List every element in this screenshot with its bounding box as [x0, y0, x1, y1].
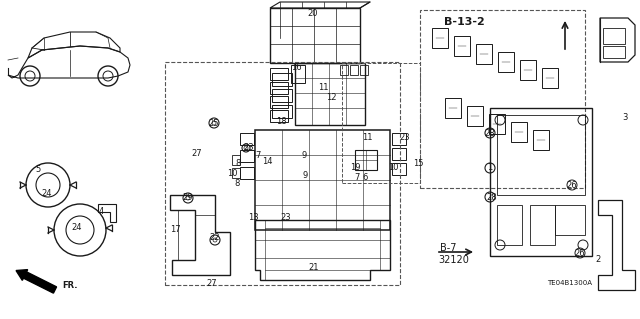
Bar	[498, 52, 514, 72]
Bar	[240, 150, 254, 162]
Text: 15: 15	[413, 159, 423, 167]
Bar	[420, 10, 585, 188]
Text: 19: 19	[349, 164, 360, 173]
Text: 28: 28	[486, 192, 497, 202]
Bar	[272, 89, 292, 102]
Text: 23: 23	[244, 144, 254, 152]
Text: 23: 23	[400, 133, 410, 143]
Text: 9: 9	[302, 172, 308, 181]
Text: B-7: B-7	[440, 243, 456, 253]
Text: 1: 1	[488, 164, 493, 173]
Bar	[360, 65, 368, 75]
Text: 25: 25	[209, 118, 220, 128]
Bar	[270, 8, 360, 63]
Text: 27: 27	[192, 149, 202, 158]
Bar	[520, 60, 536, 80]
Bar	[255, 130, 390, 230]
Bar	[497, 115, 585, 195]
Text: 5: 5	[35, 166, 40, 174]
Bar	[392, 133, 406, 145]
Text: 6: 6	[362, 174, 368, 182]
Bar	[511, 122, 527, 142]
Text: 26: 26	[566, 181, 577, 189]
Text: 11: 11	[362, 132, 372, 142]
Bar	[240, 167, 254, 179]
Text: TE04B1300A: TE04B1300A	[547, 280, 592, 286]
Bar	[445, 98, 461, 118]
Text: 12: 12	[326, 93, 336, 101]
Bar	[555, 205, 585, 235]
Text: 11: 11	[317, 83, 328, 92]
Text: 10: 10	[227, 168, 237, 177]
Bar	[165, 62, 400, 285]
Bar	[603, 46, 625, 58]
Bar	[467, 106, 483, 126]
Text: 24: 24	[42, 189, 52, 197]
Text: 18: 18	[276, 117, 286, 127]
Text: 20: 20	[308, 9, 318, 18]
Text: FR.: FR.	[62, 281, 77, 291]
Bar	[295, 63, 365, 125]
Text: 23: 23	[281, 213, 291, 222]
Bar	[454, 36, 470, 56]
Bar	[272, 73, 292, 86]
Text: 7: 7	[255, 151, 260, 160]
Text: 27: 27	[207, 278, 218, 287]
Bar	[232, 168, 240, 178]
Bar	[270, 110, 288, 122]
Bar	[533, 130, 549, 150]
Bar	[542, 68, 558, 88]
Bar	[270, 96, 288, 108]
Bar	[530, 205, 555, 245]
Bar	[432, 28, 448, 48]
Bar	[240, 133, 254, 145]
Bar	[342, 63, 420, 183]
Text: 2: 2	[595, 256, 600, 264]
Text: 4: 4	[99, 207, 104, 217]
Bar	[350, 65, 358, 75]
Text: 13: 13	[248, 213, 259, 222]
FancyArrow shape	[16, 270, 56, 293]
Bar	[392, 148, 406, 160]
Text: 9: 9	[301, 151, 307, 160]
Bar	[603, 28, 625, 44]
Bar	[270, 68, 288, 80]
Text: 21: 21	[308, 263, 319, 271]
Bar	[497, 205, 522, 245]
Text: 8: 8	[236, 159, 241, 167]
Text: 16: 16	[291, 63, 301, 71]
Text: 28: 28	[484, 129, 495, 137]
Text: 32120: 32120	[438, 255, 469, 265]
Bar	[340, 65, 348, 75]
Bar	[490, 108, 592, 256]
Text: 29: 29	[183, 194, 193, 203]
Text: 14: 14	[262, 157, 272, 166]
Text: 24: 24	[72, 224, 83, 233]
Text: 8: 8	[234, 179, 240, 188]
Bar	[232, 155, 240, 165]
Text: 3: 3	[622, 114, 628, 122]
Text: 17: 17	[170, 226, 180, 234]
Bar	[392, 163, 406, 175]
Bar	[291, 65, 305, 83]
Text: 22: 22	[210, 234, 220, 242]
Bar	[272, 105, 292, 118]
Bar	[270, 82, 288, 94]
Text: 26: 26	[575, 249, 586, 257]
Text: 10: 10	[388, 164, 398, 173]
Text: B-13-2: B-13-2	[444, 17, 484, 27]
Bar	[476, 44, 492, 64]
Text: 7: 7	[355, 174, 360, 182]
Bar	[489, 114, 505, 134]
Bar	[355, 150, 377, 170]
